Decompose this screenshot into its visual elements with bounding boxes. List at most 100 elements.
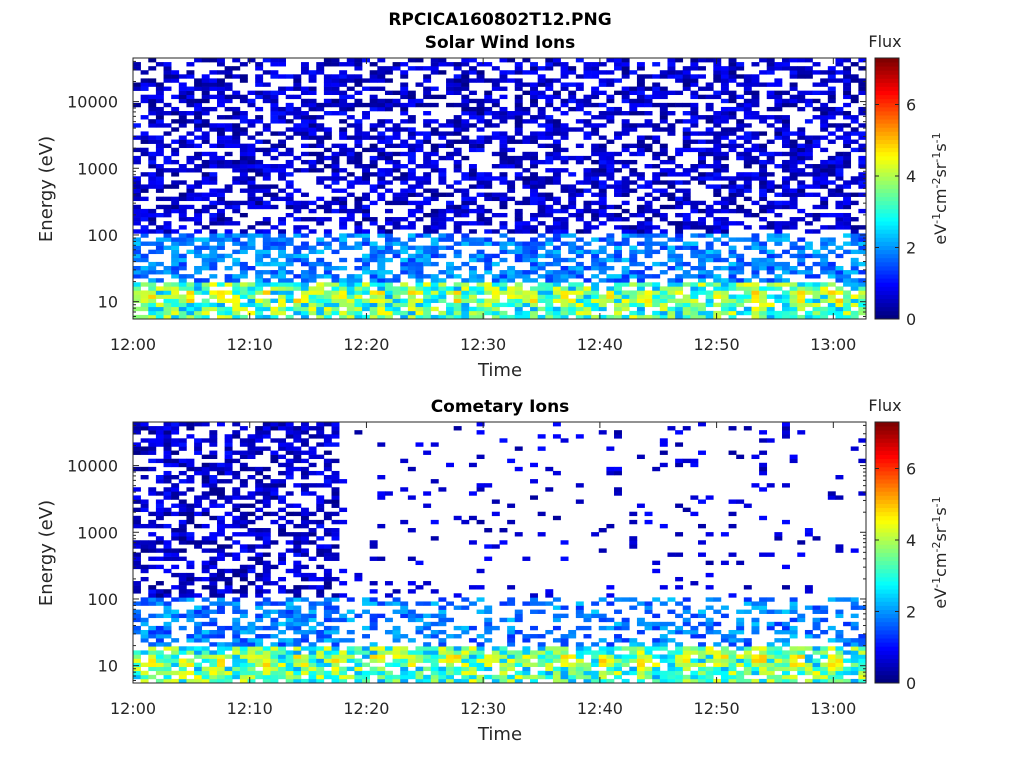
heatmap-cell: [468, 147, 477, 153]
heatmap-cell: [850, 62, 859, 67]
heatmap-cell: [278, 143, 287, 149]
heatmap-cell: [262, 249, 271, 255]
heatmap-cell: [278, 585, 287, 590]
heatmap-cell: [323, 90, 332, 96]
heatmap-cell: [239, 515, 248, 521]
heatmap-cell: [392, 200, 401, 206]
heatmap-cell: [369, 666, 378, 672]
heatmap-cell: [239, 629, 248, 635]
heatmap-cell: [507, 302, 516, 308]
heatmap-cell: [224, 123, 233, 128]
heatmap-cell: [514, 139, 523, 144]
heatmap-cell: [255, 438, 264, 443]
heatmap-cell: [453, 168, 462, 173]
heatmap-cell: [339, 519, 348, 525]
heatmap-cell: [278, 662, 287, 667]
heatmap-cell: [255, 593, 264, 598]
heatmap-cell: [629, 282, 638, 287]
heatmap-cell: [446, 233, 454, 238]
heatmap-cell: [331, 662, 340, 667]
heatmap-cell: [728, 74, 737, 79]
colorbar-segment: [875, 237, 899, 242]
heatmap-cell: [858, 286, 867, 291]
heatmap-cell: [858, 184, 867, 189]
heatmap-cell: [369, 155, 378, 161]
heatmap-cell: [209, 188, 218, 193]
heatmap-cell: [850, 78, 859, 83]
heatmap-cell: [278, 119, 287, 124]
heatmap-cell: [583, 123, 592, 128]
heatmap-cell: [362, 670, 370, 676]
heatmap-cell: [224, 278, 233, 283]
heatmap-cell: [232, 552, 241, 557]
heatmap-cell: [415, 147, 424, 153]
heatmap-cell: [400, 249, 409, 255]
heatmap-cell: [308, 609, 317, 614]
heatmap-cell: [446, 306, 454, 312]
heatmap-cell: [552, 119, 561, 124]
heatmap-cell: [392, 66, 401, 71]
heatmap-cell: [270, 658, 279, 663]
heatmap-cell: [308, 290, 317, 295]
heatmap-cell: [201, 491, 210, 496]
heatmap-cell: [843, 302, 852, 308]
heatmap-cell: [698, 314, 706, 320]
heatmap-cell: [774, 94, 783, 100]
heatmap-cell: [178, 286, 187, 291]
heatmap-cell: [484, 106, 493, 112]
heatmap-cell: [698, 249, 706, 255]
heatmap-cell: [400, 127, 409, 132]
heatmap-cell: [675, 58, 684, 63]
heatmap-cell: [308, 143, 317, 149]
heatmap-cell: [843, 249, 852, 255]
heatmap-cell: [743, 82, 752, 87]
heatmap-cell: [369, 613, 378, 619]
heatmap-cell: [835, 270, 844, 275]
heatmap-cell: [591, 127, 600, 132]
heatmap-cell: [239, 78, 248, 83]
heatmap-cell: [155, 196, 164, 202]
heatmap-cell: [789, 188, 798, 193]
heatmap-cell: [522, 119, 531, 124]
heatmap-cell: [293, 430, 302, 435]
heatmap-cell: [354, 58, 363, 63]
heatmap-cell: [308, 74, 317, 79]
heatmap-cell: [354, 576, 363, 582]
heatmap-cell: [377, 274, 386, 279]
heatmap-cell: [133, 314, 141, 320]
heatmap-cell: [636, 298, 645, 303]
heatmap-cell: [201, 454, 210, 460]
heatmap-cell: [407, 221, 416, 226]
heatmap-cell: [606, 233, 615, 238]
heatmap-cell: [133, 560, 141, 566]
heatmap-cell: [858, 111, 867, 116]
heatmap-cell: [843, 241, 852, 246]
heatmap-cell: [209, 127, 218, 132]
heatmap-cell: [545, 249, 554, 255]
heatmap-cell: [239, 94, 248, 100]
heatmap-cell: [308, 528, 317, 533]
heatmap-cell: [308, 532, 317, 537]
heatmap-cell: [392, 151, 401, 157]
heatmap-cell: [270, 98, 279, 104]
heatmap-cell: [782, 151, 790, 157]
heatmap-cell: [606, 111, 615, 116]
heatmap-cell: [155, 143, 164, 149]
heatmap-cell: [423, 274, 432, 279]
heatmap-cell: [209, 617, 218, 623]
heatmap-cell: [285, 164, 294, 169]
heatmap-cell: [484, 306, 493, 312]
heatmap-cell: [705, 249, 714, 255]
heatmap-cell: [545, 151, 554, 157]
heatmap-cell: [178, 507, 187, 513]
heatmap-cell: [446, 310, 454, 316]
heatmap-cell: [552, 78, 561, 83]
heatmap-cell: [598, 257, 607, 263]
heatmap-cell: [606, 257, 615, 263]
heatmap-cell: [446, 86, 454, 91]
heatmap-cell: [148, 450, 157, 455]
heatmap-cell: [224, 585, 233, 590]
heatmap-cell: [614, 180, 622, 185]
heatmap-cell: [789, 176, 798, 181]
heatmap-cell: [484, 237, 493, 242]
